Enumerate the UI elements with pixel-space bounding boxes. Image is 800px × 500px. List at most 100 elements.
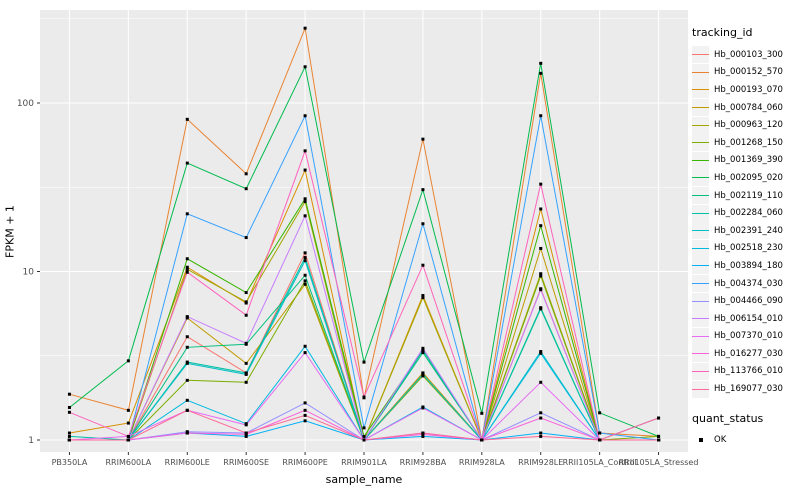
data-point (185, 378, 189, 382)
data-point (539, 434, 543, 438)
data-point (421, 296, 425, 300)
legend-item: Hb_004374_030 (692, 275, 798, 293)
data-point (303, 419, 307, 423)
data-point (303, 282, 307, 286)
data-point (303, 149, 307, 153)
legend-line-swatch (692, 388, 709, 390)
data-point (244, 236, 248, 240)
data-point (185, 361, 189, 365)
legend-key (692, 310, 709, 328)
legend-key (692, 204, 709, 222)
legend-item: Hb_001268_150 (692, 134, 798, 152)
legend-line-swatch (692, 159, 709, 161)
data-point (67, 438, 71, 442)
data-point (539, 114, 543, 118)
legend-item: Hb_000152_570 (692, 63, 798, 82)
legend-shape-items: OK (692, 431, 798, 449)
data-point (185, 161, 189, 165)
data-point (244, 434, 248, 438)
data-point (539, 416, 543, 420)
legend-item-label: Hb_002119_110 (714, 190, 783, 201)
legend-line-swatch (692, 318, 709, 320)
legend-item: Hb_000103_300 (692, 46, 798, 64)
legend-key (692, 187, 709, 205)
data-point (244, 172, 248, 176)
legend-item-label: OK (714, 434, 727, 445)
data-point (185, 267, 189, 271)
data-point (539, 351, 543, 355)
legend-key (692, 345, 709, 363)
data-point (421, 346, 425, 350)
data-point (185, 257, 189, 261)
data-point (421, 137, 425, 141)
data-point (244, 423, 248, 427)
data-point (185, 345, 189, 349)
data-point (185, 117, 189, 121)
data-point (362, 360, 366, 364)
legend-item: Hb_003894_180 (692, 257, 798, 275)
data-point (303, 256, 307, 260)
legend-item: Hb_002095_020 (692, 169, 798, 187)
legend-item-label: Hb_002095_020 (714, 172, 783, 183)
legend-item-label: Hb_002518_230 (714, 243, 783, 254)
data-point (598, 411, 602, 415)
legend-item-label: Hb_002391_240 (714, 225, 783, 236)
legend-key (692, 275, 709, 293)
data-point (244, 372, 248, 376)
data-point (185, 335, 189, 339)
data-point (362, 434, 366, 438)
legend-key (692, 292, 709, 310)
legend-line-swatch (692, 107, 709, 109)
data-point (244, 361, 248, 365)
legend-line-swatch (692, 300, 709, 302)
legend-line-swatch (692, 247, 709, 249)
legend-key (692, 327, 709, 345)
data-point (67, 392, 71, 396)
data-point (185, 431, 189, 435)
data-point (185, 212, 189, 216)
data-point (67, 405, 71, 409)
data-point (421, 374, 425, 378)
data-point (303, 251, 307, 255)
data-point (539, 246, 543, 250)
data-point (421, 351, 425, 355)
data-point (67, 434, 71, 438)
legend-item-label: Hb_006154_010 (714, 313, 783, 324)
data-point (362, 438, 366, 442)
legend-item-label: Hb_000103_300 (714, 49, 783, 60)
data-point (244, 300, 248, 304)
data-point (303, 344, 307, 348)
data-point (185, 398, 189, 402)
data-point (421, 188, 425, 192)
data-point (539, 224, 543, 228)
legend-line-swatch (692, 124, 709, 126)
legend-item-label: Hb_000152_570 (714, 67, 783, 78)
legend-line-swatch (692, 230, 709, 232)
x-tick-label: RRIM600PE (282, 458, 328, 467)
legend-item: Hb_113766_010 (692, 362, 798, 381)
legend-item-label: Hb_004374_030 (714, 278, 783, 289)
legend-item-label: Hb_113766_010 (714, 366, 783, 377)
legend-line-swatch (692, 177, 709, 179)
legend-title-quant-status: quant_status (692, 411, 764, 425)
legend-line-swatch (692, 54, 709, 56)
legend-line-swatch (692, 89, 709, 91)
x-tick-label: RRIM600LE (165, 458, 210, 467)
data-point (539, 61, 543, 65)
y-axis-title: FPKM + 1 (3, 205, 17, 258)
legend-key (692, 169, 709, 187)
data-point (421, 263, 425, 267)
legend-item-label: Hb_002284_060 (714, 208, 783, 219)
data-point (303, 259, 307, 263)
legend-key (692, 431, 709, 449)
data-point (244, 313, 248, 317)
y-tick-label: 10 (23, 268, 35, 278)
legend-item: Hb_000193_070 (692, 81, 798, 99)
legend-item: Hb_000784_060 (692, 99, 798, 117)
data-point (303, 26, 307, 30)
legend-item-label: Hb_001268_150 (714, 137, 783, 148)
black-square-point-icon (698, 437, 703, 442)
data-point (539, 71, 543, 75)
x-tick-label: RRIM901LA (341, 458, 387, 467)
x-tick-label: RRIM928LE (518, 458, 563, 467)
